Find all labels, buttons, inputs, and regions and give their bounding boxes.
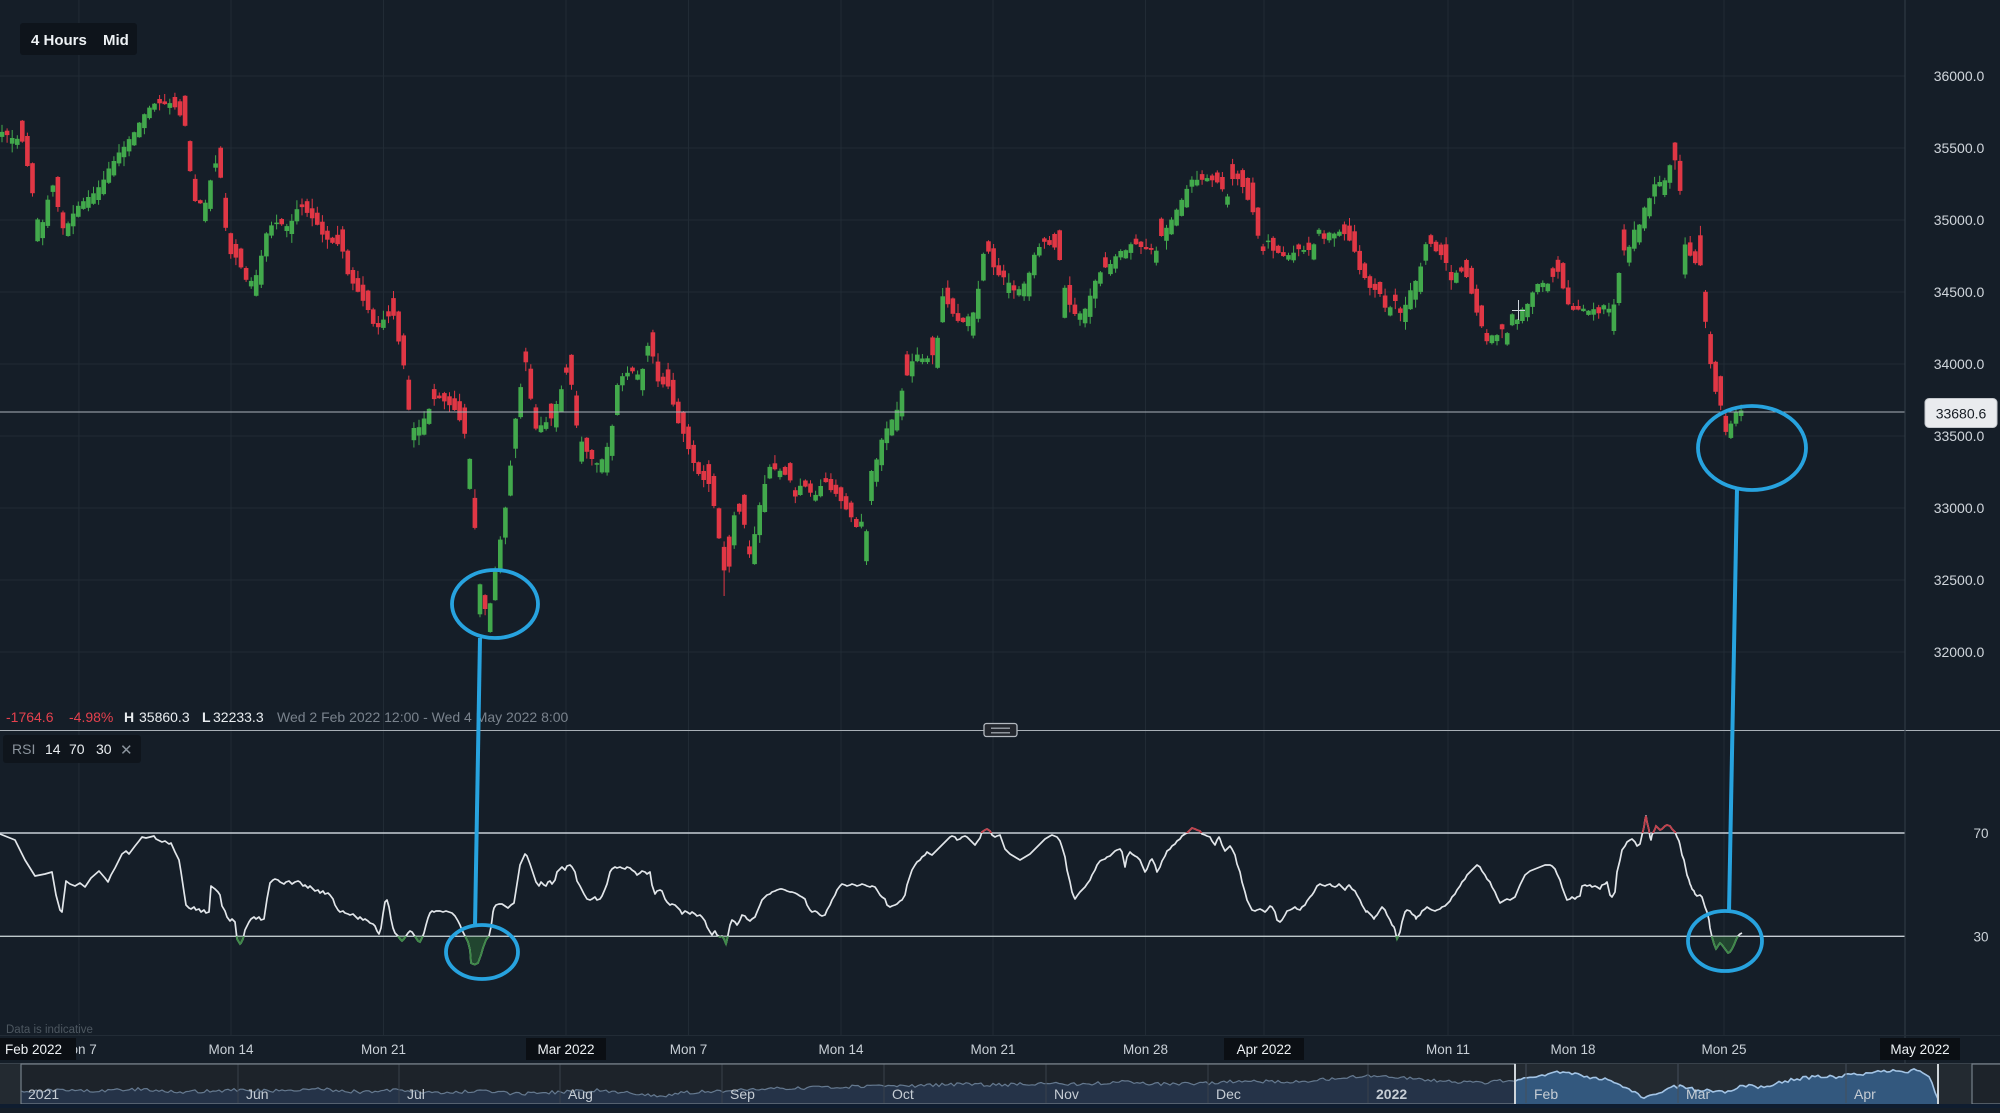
svg-text:Mon 21: Mon 21	[361, 1042, 406, 1057]
svg-text:32233.3: 32233.3	[213, 709, 264, 725]
svg-text:14: 14	[45, 741, 61, 757]
svg-text:35000.0: 35000.0	[1934, 212, 1985, 228]
svg-text:33500.0: 33500.0	[1934, 428, 1985, 444]
svg-text:70: 70	[1973, 826, 1988, 841]
svg-text:32500.0: 32500.0	[1934, 572, 1985, 588]
svg-text:Mar 2022: Mar 2022	[537, 1042, 594, 1057]
svg-text:Jul: Jul	[407, 1086, 425, 1102]
svg-text:Mon 25: Mon 25	[1701, 1042, 1746, 1057]
svg-text:Mar: Mar	[1686, 1086, 1710, 1102]
svg-text:Feb: Feb	[1534, 1086, 1558, 1102]
svg-text:35860.3: 35860.3	[139, 709, 190, 725]
svg-text:Nov: Nov	[1054, 1086, 1079, 1102]
svg-text:Mon 14: Mon 14	[208, 1042, 254, 1057]
svg-text:35500.0: 35500.0	[1934, 140, 1985, 156]
svg-text:Apr 2022: Apr 2022	[1237, 1042, 1292, 1057]
svg-text:2021: 2021	[28, 1086, 59, 1102]
svg-text:Mon 21: Mon 21	[970, 1042, 1015, 1057]
svg-text:Mon 7: Mon 7	[670, 1042, 708, 1057]
svg-text:H: H	[124, 709, 134, 725]
svg-text:-1764.6: -1764.6	[6, 709, 54, 725]
svg-text:Jun: Jun	[246, 1086, 269, 1102]
svg-text:Mon 11: Mon 11	[1426, 1042, 1470, 1057]
svg-text:32000.0: 32000.0	[1934, 644, 1985, 660]
svg-text:Mon 28: Mon 28	[1123, 1042, 1168, 1057]
svg-text:34000.0: 34000.0	[1934, 356, 1985, 372]
svg-text:30: 30	[96, 741, 112, 757]
svg-text:Aug: Aug	[568, 1086, 593, 1102]
svg-text:Feb 2022: Feb 2022	[5, 1042, 62, 1057]
svg-text:L: L	[202, 709, 211, 725]
svg-text:70: 70	[69, 741, 85, 757]
svg-text:33000.0: 33000.0	[1934, 500, 1985, 516]
svg-text:34500.0: 34500.0	[1934, 284, 1985, 300]
svg-text:Data is indicative: Data is indicative	[6, 1024, 93, 1036]
svg-text:-4.98%: -4.98%	[69, 709, 113, 725]
svg-text:4 Hours: 4 Hours	[31, 32, 87, 49]
svg-text:36000.0: 36000.0	[1934, 68, 1985, 84]
svg-text:Mon 18: Mon 18	[1550, 1042, 1595, 1057]
svg-text:May 2022: May 2022	[1890, 1042, 1949, 1057]
svg-text:Wed 2 Feb 2022 12:00 - Wed 4 M: Wed 2 Feb 2022 12:00 - Wed 4 May 2022 8:…	[277, 709, 569, 725]
svg-text:Oct: Oct	[892, 1086, 914, 1102]
svg-text:Sep: Sep	[730, 1086, 755, 1102]
svg-text:Mid: Mid	[103, 32, 129, 49]
svg-text:30: 30	[1973, 929, 1988, 944]
svg-text:RSI: RSI	[12, 741, 35, 757]
svg-text:✕: ✕	[120, 742, 133, 759]
svg-text:2022: 2022	[1376, 1086, 1407, 1102]
svg-text:Apr: Apr	[1854, 1086, 1876, 1102]
svg-text:Mon 14: Mon 14	[818, 1042, 864, 1057]
svg-text:33680.6: 33680.6	[1936, 406, 1987, 422]
svg-text:Dec: Dec	[1216, 1086, 1241, 1102]
